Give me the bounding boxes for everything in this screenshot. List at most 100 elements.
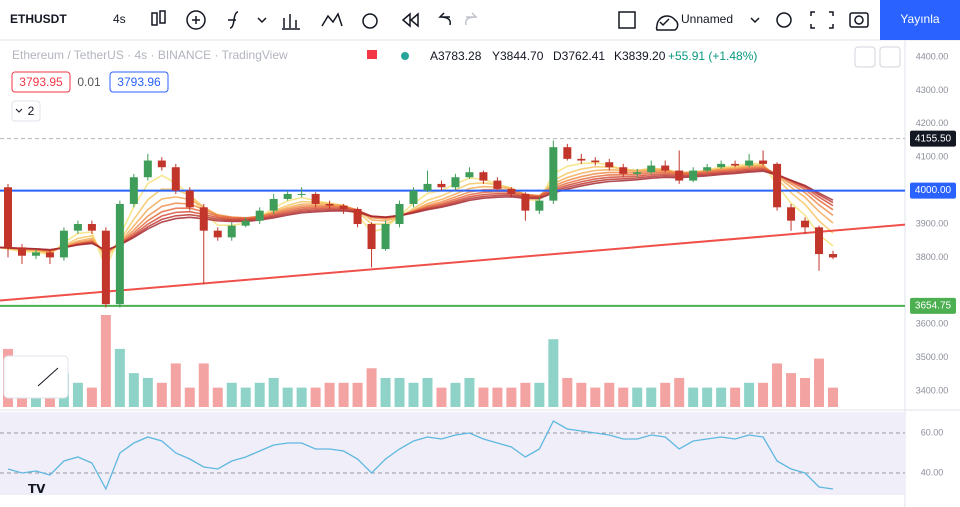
candle-body [73, 224, 82, 231]
fx-icon[interactable] [228, 11, 239, 29]
symbol[interactable]: ETHUSDT [10, 12, 67, 26]
volume-bar [240, 387, 251, 407]
candle-body [493, 180, 502, 189]
volume-bar [226, 382, 237, 407]
buy-price[interactable]: 3793.96 [117, 75, 161, 89]
volume-bar [436, 387, 447, 407]
interval[interactable]: 4s [113, 12, 126, 26]
plot [0, 138, 906, 491]
candle-body [199, 207, 208, 231]
candle-body [213, 230, 222, 238]
volume-bar [408, 382, 419, 407]
layout-name[interactable]: Unnamed [681, 12, 733, 26]
price-tag-label: 4155.50 [915, 133, 952, 144]
dropdown[interactable] [750, 17, 760, 24]
candle-body [521, 193, 530, 211]
y-tick-label: 4100.00 [916, 152, 949, 162]
fullscreen[interactable] [810, 11, 834, 29]
volume-bar [478, 387, 489, 407]
toolbar-icons [151, 10, 869, 31]
volume-bar [254, 382, 265, 407]
volume-bar [562, 377, 573, 407]
fit-btn[interactable] [879, 46, 901, 68]
line-tool[interactable] [37, 367, 59, 387]
legend-low: D3762.41 [553, 49, 605, 63]
y-tick-label: 3800.00 [916, 252, 949, 262]
cloud-icon[interactable] [655, 15, 679, 31]
rsi-band [0, 412, 905, 495]
drawing-toolbar[interactable] [3, 355, 69, 399]
flag[interactable] [367, 50, 377, 59]
y-tick-label: 3600.00 [916, 319, 949, 329]
candle-body [647, 165, 656, 173]
volume-bar [366, 368, 377, 407]
volume-bar [618, 387, 629, 407]
candle-body [45, 252, 54, 258]
snapshot[interactable] [849, 12, 869, 28]
volume-bar [506, 387, 517, 407]
scroll-btn[interactable] [854, 46, 876, 68]
volume-bar [282, 387, 293, 407]
price-tag-label: 4000.00 [915, 185, 952, 196]
candle-body [773, 163, 782, 208]
candle-body [619, 167, 628, 174]
buy-button[interactable] [109, 71, 169, 93]
publish-button[interactable] [880, 0, 960, 40]
layout-select[interactable] [618, 11, 636, 29]
candle-body [353, 208, 362, 224]
price-tag [910, 130, 956, 147]
candle-body [297, 193, 306, 195]
candle-body [4, 187, 12, 248]
volume-bar [548, 339, 559, 407]
legend-title: Ethereum / TetherUS · 4s · BINANCE · Tra… [12, 48, 288, 62]
volume-bar [786, 373, 797, 407]
tv-logo: 𝗧𝗩 [28, 482, 46, 496]
chevron [15, 108, 23, 113]
volume-bar [324, 382, 335, 407]
candle-icon[interactable] [151, 12, 158, 26]
y-tick-label: 3400.00 [916, 385, 949, 395]
quantity[interactable]: 0.01 [77, 75, 101, 89]
candle-body [563, 147, 572, 159]
candle-body [143, 160, 152, 178]
candle-icon[interactable] [159, 10, 166, 24]
collapse-count[interactable]: 2 [28, 104, 35, 118]
candle-body [339, 205, 348, 209]
rsi-line [7, 420, 834, 491]
indicator-add[interactable] [186, 10, 206, 30]
candle-body [171, 167, 180, 191]
candle-body [185, 190, 194, 208]
volume-bar [688, 387, 699, 407]
volume-bar [534, 382, 545, 407]
volume-bar [730, 387, 741, 407]
volume-bar [702, 387, 713, 407]
volume-bar [744, 382, 755, 407]
candle-body [283, 193, 292, 199]
undo[interactable] [438, 12, 452, 26]
volume-bar [674, 377, 685, 407]
dropdown[interactable] [257, 17, 267, 24]
template-icon[interactable] [321, 12, 343, 27]
sell-price[interactable]: 3793.95 [19, 75, 63, 89]
candle-body [633, 172, 642, 174]
lens [854, 15, 864, 25]
volume-bar [100, 315, 111, 407]
publish-label[interactable]: Yayınla [900, 12, 939, 26]
candle-body [255, 210, 264, 221]
bars-icon[interactable] [282, 14, 300, 30]
ema-ribbon [0, 166, 834, 253]
candle-body [605, 162, 614, 168]
volume-bar [170, 363, 181, 407]
candle-body [409, 190, 418, 204]
alert-icon[interactable] [362, 13, 378, 29]
volume-bar [828, 387, 838, 407]
price-tag-label: 3654.75 [915, 301, 952, 312]
trendline [0, 223, 906, 302]
candle-body [731, 163, 740, 166]
sell-button[interactable] [11, 71, 71, 93]
volume-bar [800, 377, 811, 407]
collapse-button[interactable] [11, 100, 41, 122]
replay-icon[interactable] [401, 12, 419, 28]
settings[interactable] [776, 12, 792, 28]
volume-bar [86, 387, 97, 407]
